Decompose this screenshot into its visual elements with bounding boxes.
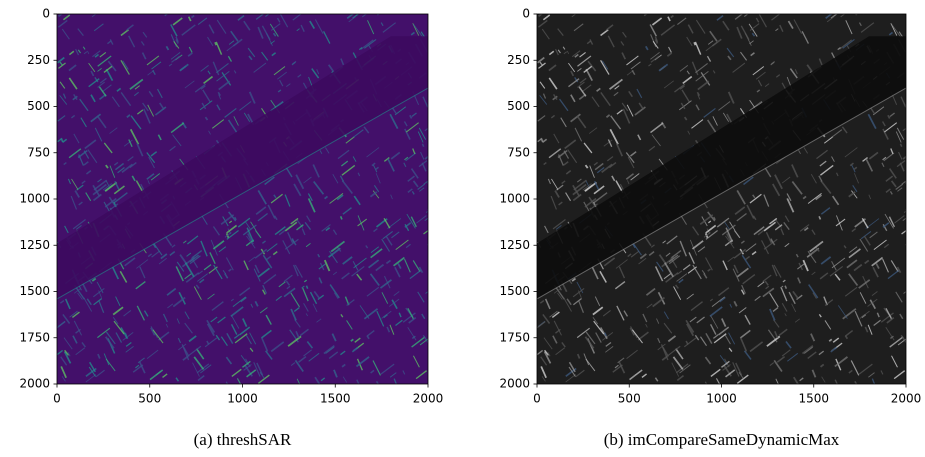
y-tick-label: 0 — [42, 7, 50, 21]
y-tick-label: 2000 — [19, 377, 50, 391]
y-tick-label: 1250 — [19, 238, 50, 252]
x-tick-label: 2000 — [891, 392, 922, 406]
y-tick-label: 500 — [507, 99, 530, 113]
x-tick-label: 1500 — [798, 392, 829, 406]
y-tick-label: 1000 — [19, 192, 50, 206]
x-tick-label: 1000 — [227, 392, 258, 406]
y-tick-label: 0 — [522, 7, 530, 21]
y-tick-label: 1000 — [499, 192, 530, 206]
caption: (b) imCompareSameDynamicMax — [604, 430, 840, 449]
y-tick-label: 750 — [507, 145, 530, 159]
x-tick-label: 1500 — [320, 392, 351, 406]
y-tick-label: 250 — [507, 53, 530, 67]
x-tick-label: 500 — [618, 392, 641, 406]
image-panel — [57, 7, 441, 396]
y-tick-label: 1250 — [499, 238, 530, 252]
figure: 0500100015002000025050075010001250150017… — [0, 0, 925, 457]
y-tick-label: 750 — [27, 145, 50, 159]
y-tick-label: 1750 — [499, 330, 530, 344]
x-tick-label: 500 — [138, 392, 161, 406]
y-tick-label: 2000 — [499, 377, 530, 391]
x-tick-label: 0 — [53, 392, 61, 406]
y-tick-label: 250 — [27, 53, 50, 67]
y-tick-label: 1500 — [499, 284, 530, 298]
image-panel — [537, 7, 919, 396]
y-tick-label: 1750 — [19, 330, 50, 344]
x-tick-label: 2000 — [413, 392, 444, 406]
y-tick-label: 1500 — [19, 284, 50, 298]
x-tick-label: 0 — [533, 392, 541, 406]
y-tick-label: 500 — [27, 99, 50, 113]
caption: (a) threshSAR — [194, 430, 292, 449]
x-tick-label: 1000 — [706, 392, 737, 406]
